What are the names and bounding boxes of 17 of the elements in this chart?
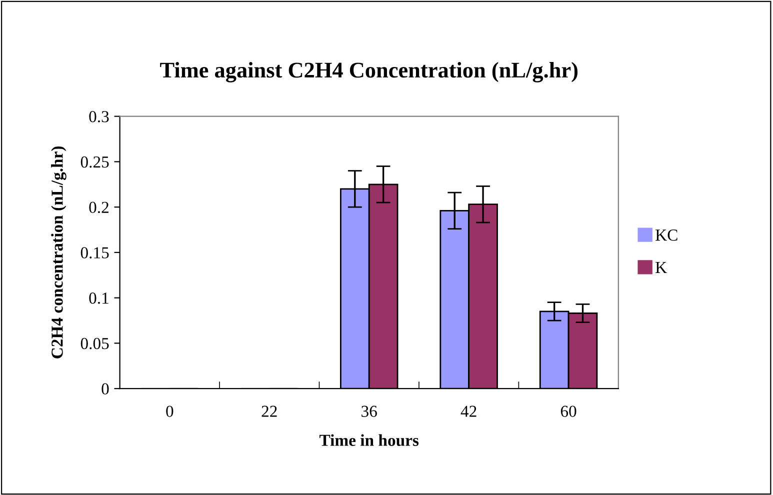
x-tick-label: 36 xyxy=(362,406,377,417)
y-tick-label: 0.05 xyxy=(80,338,109,350)
y-tick-label: 0.25 xyxy=(80,156,109,168)
y-tick-label: 0.15 xyxy=(80,247,109,258)
legend-label: K xyxy=(656,262,667,273)
x-tick-label: 22 xyxy=(262,406,277,417)
y-tick-label: 0.2 xyxy=(89,202,108,214)
x-axis-title: Time in hours xyxy=(320,434,419,446)
chart-title: Time against C2H4 Concentration (nL/g.hr) xyxy=(160,62,578,82)
y-axis-title: C2H4 concentration (nL/g.hr) xyxy=(51,146,66,358)
y-tick-label: 0 xyxy=(102,383,109,395)
x-tick-label: 0 xyxy=(166,406,174,417)
legend-label: KC xyxy=(656,230,678,241)
x-tick-label: 42 xyxy=(460,406,476,417)
y-tick-label: 0.1 xyxy=(89,292,108,304)
y-tick-label: 0.3 xyxy=(89,111,109,122)
x-tick-label: 60 xyxy=(560,406,576,417)
